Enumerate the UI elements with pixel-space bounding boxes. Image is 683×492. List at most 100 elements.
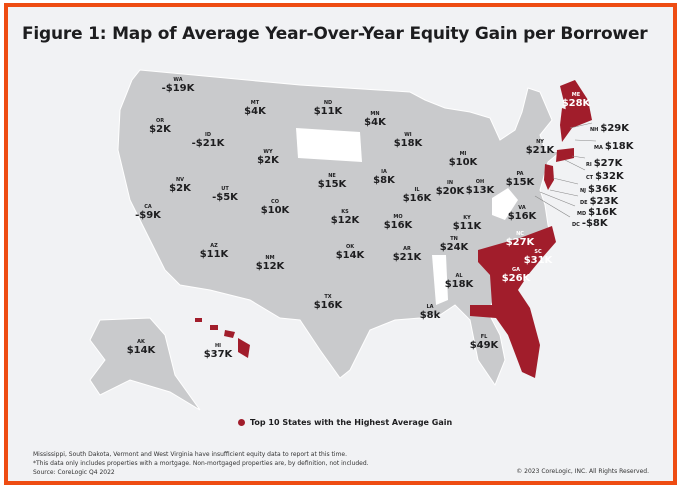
state-label-ar: AR $21K xyxy=(393,247,422,263)
state-label-ne: NE $15K xyxy=(318,174,347,190)
state-value: $49K xyxy=(469,340,499,351)
state-label-me: ME $28K xyxy=(562,93,591,109)
state-value: $8k xyxy=(419,310,441,321)
copyright: © 2023 CoreLogic, INC. All Rights Reserv… xyxy=(516,468,649,475)
state-label-il: IL $16K xyxy=(403,188,432,204)
state-abbr: NJ xyxy=(580,188,587,194)
state-value: $14K xyxy=(335,250,365,261)
state-label-va: VA $16K xyxy=(508,206,537,222)
state-value: $32K xyxy=(595,171,624,182)
state-hawaii xyxy=(195,318,250,358)
state-label-ga: GA $26K xyxy=(502,268,531,284)
state-west-virginia-nodata xyxy=(492,188,518,220)
state-value: $24K xyxy=(439,242,469,253)
state-value: $14K xyxy=(126,345,156,356)
state-abbr: KS xyxy=(341,209,349,215)
state-label-wa: WA -$19K xyxy=(162,78,195,94)
state-label-wi: WI $18K xyxy=(394,133,423,149)
state-value: -$21K xyxy=(191,138,225,149)
footnotes: Mississippi, South Dakota, Vermont and W… xyxy=(33,450,369,477)
state-abbr: DE xyxy=(580,200,588,206)
state-label-ny: NY $21K xyxy=(526,140,555,156)
state-value: $28K xyxy=(561,98,591,109)
state-value: $37K xyxy=(203,349,233,360)
state-label-mn: MN $4K xyxy=(364,112,386,128)
state-value: -$8K xyxy=(581,218,608,229)
state-abbr: KY xyxy=(463,215,471,221)
state-value: $11K xyxy=(452,221,482,232)
state-label-nm: NM $12K xyxy=(256,256,285,272)
state-abbr: MO xyxy=(393,214,403,220)
state-abbr: NE xyxy=(328,173,336,179)
state-abbr: IN xyxy=(446,180,454,186)
state-abbr: SC xyxy=(534,249,542,255)
state-value: $8K xyxy=(373,175,395,186)
state-label-ok: OK $14K xyxy=(336,245,365,261)
legend: Top 10 States with the Highest Average G… xyxy=(238,418,452,427)
state-label-oh: OH $13K xyxy=(466,180,495,196)
state-abbr: AZ xyxy=(210,243,218,249)
callout-label-ma: MA $18K xyxy=(594,136,633,152)
state-value: -$9K xyxy=(135,210,161,221)
state-abbr: UT xyxy=(221,186,229,192)
state-abbr: MA xyxy=(594,145,603,151)
state-value: $31K xyxy=(523,255,553,266)
state-nc-sc-ga-fl xyxy=(470,226,556,378)
state-label-pa: PA $15K xyxy=(506,172,535,188)
state-value: $11K xyxy=(199,249,229,260)
state-label-nc: NC $27K xyxy=(506,232,535,248)
state-label-fl: FL $49K xyxy=(470,335,499,351)
state-value: $15K xyxy=(317,179,347,190)
state-label-or: OR $2K xyxy=(149,119,171,135)
state-label-nd: ND $11K xyxy=(314,101,343,117)
figure-title: Figure 1: Map of Average Year-Over-Year … xyxy=(22,24,648,44)
state-abbr: TX xyxy=(324,294,332,300)
state-value: -$19K xyxy=(161,83,195,94)
state-south-dakota-nodata xyxy=(296,128,362,162)
state-label-hi: HI $37K xyxy=(204,344,233,360)
state-abbr: WA xyxy=(173,77,183,83)
state-abbr: ID xyxy=(204,132,211,138)
state-value: $10K xyxy=(260,205,290,216)
state-abbr: WI xyxy=(404,132,412,138)
state-value: $12K xyxy=(255,261,285,272)
callout-label-nj: NJ $36K xyxy=(580,179,617,195)
state-label-ak: AK $14K xyxy=(127,340,156,356)
state-value: $16K xyxy=(507,211,537,222)
note-mortgage: *This data only includes properties with… xyxy=(33,460,369,467)
state-abbr: NM xyxy=(265,255,275,261)
state-abbr: GA xyxy=(512,267,520,273)
state-value: $2K xyxy=(257,155,279,166)
state-abbr: ME xyxy=(571,92,581,98)
state-label-az: AZ $11K xyxy=(200,244,229,260)
state-alaska xyxy=(89,317,201,411)
state-label-id: ID -$21K xyxy=(192,133,225,149)
callout-leaders xyxy=(534,122,597,218)
state-label-ky: KY $11K xyxy=(453,216,482,232)
state-abbr: OH xyxy=(475,179,485,185)
state-value: $16K xyxy=(402,193,432,204)
state-value: $4K xyxy=(364,117,386,128)
state-value: $21K xyxy=(525,145,555,156)
state-value: $18K xyxy=(604,141,634,152)
state-abbr: MI xyxy=(459,151,467,157)
state-mississippi-nodata xyxy=(432,255,448,305)
state-label-mt: MT $4K xyxy=(244,101,266,117)
state-value: $27K xyxy=(593,158,623,169)
note-source: Source: CoreLogic Q4 2022 xyxy=(33,469,115,476)
state-abbr: NY xyxy=(536,139,544,145)
callout-label-nh: NH $29K xyxy=(590,118,629,134)
state-value: $16K xyxy=(383,220,413,231)
state-label-wy: WY $2K xyxy=(257,150,279,166)
state-label-mo: MO $16K xyxy=(384,215,413,231)
state-abbr: FL xyxy=(480,334,488,340)
callout-label-ct: CT $32K xyxy=(586,166,624,182)
callout-label-md: MD $16K xyxy=(577,202,617,218)
state-value: $36K xyxy=(588,184,617,195)
state-abbr: NV xyxy=(175,177,185,183)
state-value: -$5K xyxy=(212,192,238,203)
state-label-ia: IA $8K xyxy=(373,170,395,186)
callout-label-de: DE $23K xyxy=(580,191,618,207)
state-abbr: HI xyxy=(214,343,222,349)
